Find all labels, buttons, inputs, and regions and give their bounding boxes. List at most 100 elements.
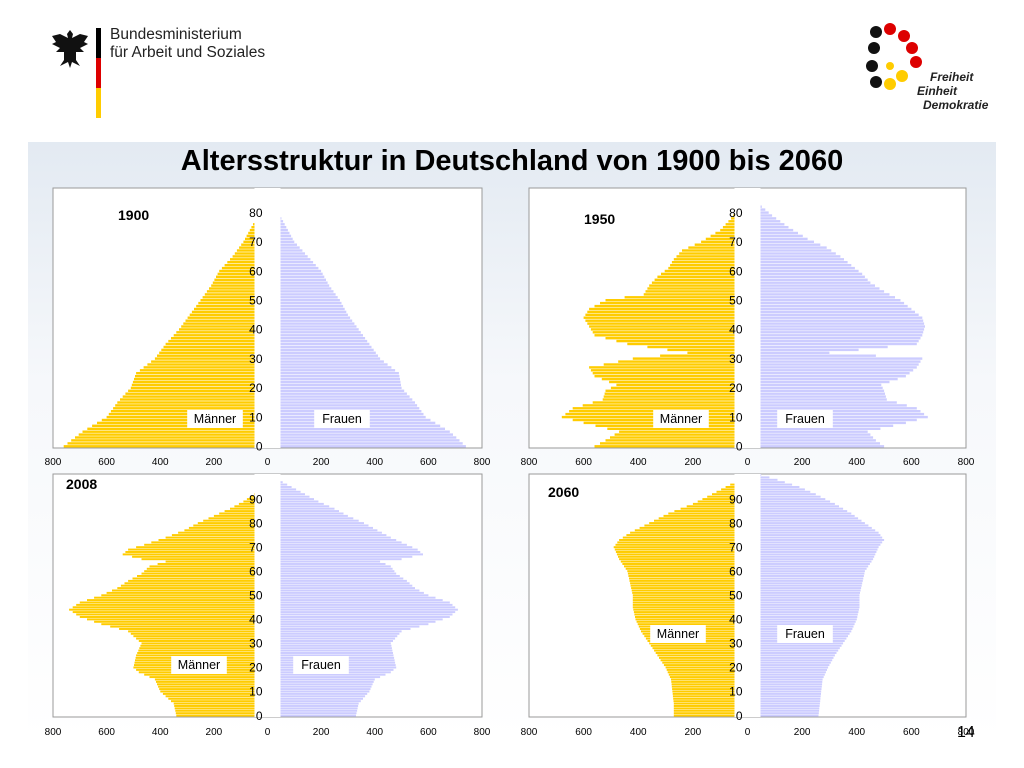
bar-frauen	[267, 676, 381, 679]
bar-maenner	[120, 398, 268, 401]
age-tick-label: 80	[249, 516, 263, 530]
bar-maenner	[629, 577, 748, 580]
bar-frauen	[267, 372, 399, 375]
bar-maenner	[189, 313, 268, 316]
bar-maenner	[632, 601, 748, 604]
x-tick-label: 200	[206, 457, 223, 468]
label-maenner: Männer	[660, 412, 702, 426]
bar-frauen	[747, 223, 785, 226]
bar-frauen	[747, 404, 907, 407]
age-tick-label: 20	[249, 661, 263, 675]
bar-maenner	[720, 228, 748, 232]
bar-frauen	[747, 531, 879, 534]
bar-maenner	[605, 337, 748, 340]
bar-frauen	[267, 524, 369, 527]
bar-frauen	[267, 427, 445, 430]
bar-maenner	[671, 685, 748, 688]
age-tick-label: 70	[249, 235, 263, 249]
bar-frauen	[747, 526, 872, 529]
bar-frauen	[267, 334, 363, 337]
bar-frauen	[747, 366, 917, 369]
bar-maenner	[603, 363, 748, 366]
bar-frauen	[747, 234, 803, 238]
age-tick-label: 80	[249, 206, 263, 220]
bar-frauen	[267, 632, 400, 635]
bar-frauen	[747, 398, 887, 401]
label-frauen: Frauen	[322, 412, 362, 426]
bar-frauen	[747, 284, 875, 287]
age-tick-label: 40	[729, 323, 743, 337]
bar-maenner	[178, 531, 268, 534]
bar-maenner	[672, 688, 748, 691]
bar-maenner	[664, 269, 748, 273]
x-tick-label: 0	[265, 727, 271, 738]
bar-frauen	[747, 700, 821, 703]
bar-frauen	[267, 644, 392, 647]
bar-frauen	[747, 490, 811, 493]
bar-frauen	[747, 481, 785, 484]
bar-maenner	[705, 237, 748, 241]
bar-maenner	[128, 579, 268, 582]
bar-maenner	[94, 596, 268, 599]
bar-frauen	[747, 293, 890, 296]
bar-maenner	[701, 240, 748, 243]
bar-frauen	[267, 623, 429, 626]
age-tick-label: 20	[249, 381, 263, 395]
x-tick-label: 200	[685, 727, 702, 738]
bar-maenner	[193, 524, 268, 527]
bar-maenner	[610, 436, 748, 439]
bar-frauen	[747, 342, 917, 346]
bar-frauen	[267, 354, 378, 357]
x-tick-label: 800	[474, 457, 491, 468]
age-tick-label: 60	[249, 264, 263, 278]
bar-maenner	[616, 383, 748, 387]
bar-frauen	[747, 555, 875, 558]
bar-frauen	[747, 281, 871, 284]
bar-maenner	[587, 310, 748, 314]
bar-frauen	[747, 217, 777, 220]
age-tick-label: 10	[729, 410, 743, 424]
bar-frauen	[267, 357, 381, 360]
bar-maenner	[613, 546, 748, 549]
bar-maenner	[151, 541, 268, 544]
bar-maenner	[158, 539, 268, 541]
age-tick-label: 70	[249, 540, 263, 554]
age-tick-label: 40	[249, 613, 263, 627]
bar-maenner	[672, 690, 748, 693]
bar-maenner	[130, 386, 268, 390]
bar-maenner	[630, 584, 748, 587]
bar-frauen	[267, 307, 345, 311]
bar-maenner	[128, 548, 268, 551]
bar-frauen	[267, 695, 366, 698]
bar-frauen	[747, 439, 876, 442]
bar-frauen	[747, 512, 852, 515]
bar-frauen	[267, 369, 396, 372]
age-tick-label: 40	[249, 323, 263, 337]
bar-maenner	[619, 558, 748, 561]
bar-frauen	[267, 266, 319, 270]
bar-frauen	[747, 702, 820, 705]
bar-maenner	[594, 304, 748, 308]
bar-maenner	[224, 510, 268, 513]
label-maenner-box	[187, 410, 243, 428]
x-tick-label: 600	[903, 457, 920, 468]
bar-frauen	[267, 591, 424, 594]
x-tick-label: 0	[265, 457, 271, 468]
bar-frauen	[747, 695, 821, 698]
bar-maenner	[673, 712, 748, 715]
bar-maenner	[659, 656, 748, 659]
bar-maenner	[590, 328, 748, 331]
bar-maenner	[141, 572, 268, 575]
bar-frauen	[747, 577, 864, 580]
bar-maenner	[669, 676, 748, 679]
label-frauen-box	[777, 410, 833, 428]
x-tick-label: 0	[745, 457, 751, 468]
x-tick-label: 800	[474, 727, 491, 738]
bar-maenner	[686, 505, 748, 508]
bar-frauen	[267, 261, 314, 264]
x-tick-label: 400	[366, 727, 383, 738]
bar-maenner	[583, 316, 748, 319]
bar-maenner	[671, 683, 748, 686]
bar-maenner	[63, 445, 268, 448]
